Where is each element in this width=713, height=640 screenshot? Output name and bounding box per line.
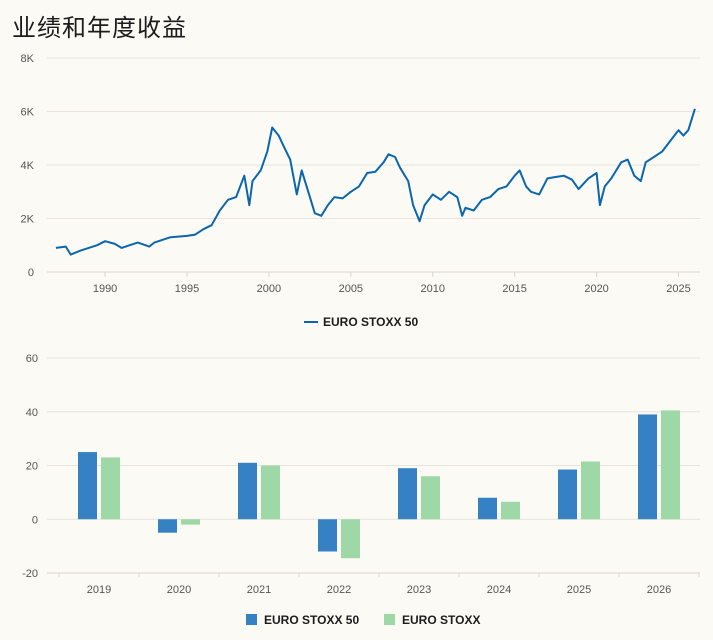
- bar-chart-legend[interactable]: EURO STOXX 50 EURO STOXX: [246, 613, 480, 627]
- bar-chart-x-axis: 2019 2020 2021 2022 2023 2024 2025 2026: [47, 572, 700, 596]
- bar-euro-stoxx-2023[interactable]: [421, 476, 440, 520]
- line-series-euro-stoxx-50[interactable]: [55, 108, 696, 256]
- bar-euro-stoxx-50-2024[interactable]: [478, 497, 497, 520]
- line-chart-gridlines: [47, 57, 700, 273]
- bar-euro-stoxx-50-2019[interactable]: [78, 452, 97, 520]
- bar-euro-stoxx-2021[interactable]: [261, 465, 280, 520]
- bar-x-tick-label: 2026: [647, 584, 671, 596]
- bar-euro-stoxx-50-2020[interactable]: [158, 519, 177, 533]
- bar-y-tick-label: 60: [26, 353, 38, 365]
- line-chart-y-axis: 0 2K 4K 6K 8K: [21, 53, 35, 279]
- bar-y-tick-label: 0: [32, 514, 38, 526]
- bar-x-tick-label: 2023: [407, 584, 431, 596]
- line-chart-legend[interactable]: EURO STOXX 50: [304, 315, 418, 329]
- bar-chart-gridlines: [47, 357, 700, 574]
- bar-y-tick-label: 20: [26, 461, 38, 473]
- line-y-tick-label: 0: [28, 267, 34, 279]
- line-x-tick-label: 2020: [584, 283, 608, 295]
- legend-label-euro-stoxx: EURO STOXX: [402, 613, 480, 627]
- line-y-tick-label: 8K: [21, 53, 35, 65]
- legend-label-euro-stoxx-50: EURO STOXX 50: [323, 315, 418, 329]
- bar-euro-stoxx-2024[interactable]: [501, 501, 520, 520]
- bar-chart-bars: [78, 410, 680, 559]
- legend-label-euro-stoxx-50: EURO STOXX 50: [264, 613, 359, 627]
- bar-euro-stoxx-50-2023[interactable]: [398, 468, 417, 520]
- bar-euro-stoxx-2020[interactable]: [181, 519, 200, 525]
- line-chart-x-axis: 1990 1995 2000 2005 2010 2015 2020 2025: [47, 271, 700, 295]
- bar-x-tick-label: 2019: [87, 584, 111, 596]
- line-y-tick-label: 2K: [21, 214, 35, 226]
- page-title: 业绩和年度收益: [12, 14, 187, 42]
- line-x-tick-label: 2015: [502, 283, 526, 295]
- bar-euro-stoxx-50-2025[interactable]: [558, 469, 577, 520]
- bar-euro-stoxx-2026[interactable]: [661, 410, 680, 520]
- bar-euro-stoxx-50-2026[interactable]: [638, 414, 657, 520]
- line-x-tick-label: 2010: [421, 283, 445, 295]
- performance-line-chart: 0 2K 4K 6K 8K 1990 1995 2000 2005 2010 2015 2020 20…: [21, 53, 700, 329]
- line-x-tick-label: 2025: [666, 283, 690, 295]
- line-y-tick-label: 6K: [21, 107, 35, 119]
- legend-swatch-euro-stoxx: [384, 614, 395, 625]
- legend-swatch-euro-stoxx-50: [246, 614, 257, 625]
- bar-y-tick-label: -20: [22, 568, 38, 580]
- line-x-tick-label: 1995: [175, 283, 199, 295]
- bar-x-tick-label: 2022: [327, 584, 351, 596]
- bar-euro-stoxx-2019[interactable]: [101, 457, 120, 520]
- bar-x-tick-label: 2021: [247, 584, 271, 596]
- line-x-tick-label: 1990: [93, 283, 117, 295]
- line-x-tick-label: 2005: [339, 283, 363, 295]
- bar-euro-stoxx-50-2022[interactable]: [318, 519, 337, 552]
- bar-x-tick-label: 2024: [487, 584, 511, 596]
- bar-euro-stoxx-2022[interactable]: [341, 519, 360, 559]
- line-y-tick-label: 4K: [21, 160, 35, 172]
- bar-x-tick-label: 2025: [567, 584, 591, 596]
- bar-x-tick-label: 2020: [167, 584, 191, 596]
- bar-euro-stoxx-50-2021[interactable]: [238, 462, 257, 520]
- bar-chart-y-axis: -20 0 20 40 60: [22, 353, 38, 580]
- line-x-tick-label: 2000: [257, 283, 281, 295]
- bar-euro-stoxx-2025[interactable]: [581, 461, 600, 520]
- bar-y-tick-label: 40: [26, 407, 38, 419]
